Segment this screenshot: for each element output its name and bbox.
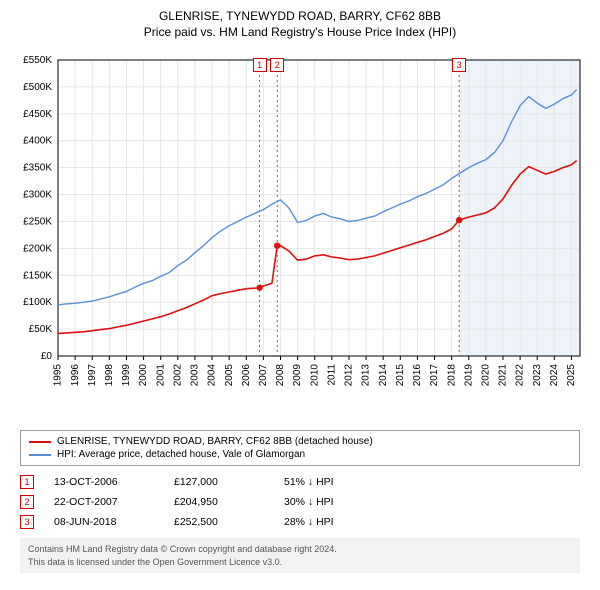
svg-text:£550K: £550K xyxy=(23,55,52,66)
svg-text:2003: 2003 xyxy=(190,364,201,387)
attribution-line1: Contains HM Land Registry data © Crown c… xyxy=(28,543,572,555)
legend-swatch-hpi xyxy=(29,454,51,456)
svg-text:2000: 2000 xyxy=(138,364,149,387)
svg-text:2011: 2011 xyxy=(326,364,337,386)
svg-text:£450K: £450K xyxy=(23,109,52,120)
svg-text:£0: £0 xyxy=(41,351,53,362)
event-marker-icon: 2 xyxy=(20,495,34,509)
event-marker-icon: 1 xyxy=(20,475,34,489)
svg-text:1996: 1996 xyxy=(70,364,81,387)
svg-text:1997: 1997 xyxy=(87,364,98,387)
svg-text:2002: 2002 xyxy=(172,364,183,387)
chart-sale-marker-label: 2 xyxy=(270,58,284,72)
svg-text:2015: 2015 xyxy=(395,364,406,387)
svg-text:2005: 2005 xyxy=(224,364,235,387)
svg-text:2024: 2024 xyxy=(549,364,560,387)
svg-text:£100K: £100K xyxy=(23,298,52,309)
legend-swatch-property xyxy=(29,441,51,443)
line-chart-svg: £0 £50K £100K £150K £200K £250K £300K £350K £400… xyxy=(10,44,590,424)
legend-item: HPI: Average price, detached house, Vale… xyxy=(29,448,571,461)
svg-text:1999: 1999 xyxy=(121,364,132,387)
chart-sale-marker-label: 1 xyxy=(253,58,267,72)
title-line1: GLENRISE, TYNEWYDD ROAD, BARRY, CF62 8BB xyxy=(10,8,590,24)
svg-text:2007: 2007 xyxy=(258,364,269,387)
event-date: 08-JUN-2018 xyxy=(54,516,154,528)
legend-label: HPI: Average price, detached house, Vale… xyxy=(57,449,305,460)
svg-text:2022: 2022 xyxy=(515,364,526,387)
svg-text:2004: 2004 xyxy=(207,364,218,387)
svg-text:2008: 2008 xyxy=(275,364,286,387)
svg-text:2001: 2001 xyxy=(155,364,166,387)
event-diff: 51% ↓ HPI xyxy=(284,476,374,488)
svg-text:2009: 2009 xyxy=(292,364,303,387)
svg-text:1998: 1998 xyxy=(104,364,115,387)
chart-title-block: GLENRISE, TYNEWYDD ROAD, BARRY, CF62 8BB… xyxy=(10,8,590,40)
svg-text:2006: 2006 xyxy=(241,364,252,387)
attribution: Contains HM Land Registry data © Crown c… xyxy=(20,538,580,572)
svg-text:2018: 2018 xyxy=(446,364,457,387)
svg-text:£150K: £150K xyxy=(23,271,52,282)
svg-text:2012: 2012 xyxy=(344,364,355,387)
event-marker-icon: 3 xyxy=(20,515,34,529)
event-row: 1 13-OCT-2006 £127,000 51% ↓ HPI xyxy=(20,472,580,492)
svg-text:2019: 2019 xyxy=(463,364,474,387)
svg-text:2021: 2021 xyxy=(498,364,509,387)
svg-text:£300K: £300K xyxy=(23,190,52,201)
svg-text:2020: 2020 xyxy=(481,364,492,387)
title-line2: Price paid vs. HM Land Registry's House … xyxy=(10,24,590,40)
svg-text:£400K: £400K xyxy=(23,136,52,147)
chart-area: £0 £50K £100K £150K £200K £250K £300K £350K £400… xyxy=(10,44,590,424)
event-date: 13-OCT-2006 xyxy=(54,476,154,488)
svg-text:£200K: £200K xyxy=(23,244,52,255)
svg-text:1995: 1995 xyxy=(53,364,64,387)
svg-text:2025: 2025 xyxy=(566,364,577,387)
event-diff: 28% ↓ HPI xyxy=(284,516,374,528)
svg-text:2016: 2016 xyxy=(412,364,423,387)
attribution-line2: This data is licensed under the Open Gov… xyxy=(28,556,572,568)
svg-text:2010: 2010 xyxy=(309,364,320,387)
svg-text:£350K: £350K xyxy=(23,163,52,174)
chart-sale-marker-label: 3 xyxy=(452,58,466,72)
event-price: £252,500 xyxy=(174,516,264,528)
event-diff: 30% ↓ HPI xyxy=(284,496,374,508)
event-date: 22-OCT-2007 xyxy=(54,496,154,508)
svg-text:£50K: £50K xyxy=(29,324,53,335)
legend-label: GLENRISE, TYNEWYDD ROAD, BARRY, CF62 8BB… xyxy=(57,436,373,447)
svg-text:£250K: £250K xyxy=(23,217,52,228)
svg-text:2014: 2014 xyxy=(378,364,389,387)
event-price: £204,950 xyxy=(174,496,264,508)
svg-text:£500K: £500K xyxy=(23,82,52,93)
event-price: £127,000 xyxy=(174,476,264,488)
svg-text:2023: 2023 xyxy=(532,364,543,387)
legend-item: GLENRISE, TYNEWYDD ROAD, BARRY, CF62 8BB… xyxy=(29,435,571,448)
event-row: 3 08-JUN-2018 £252,500 28% ↓ HPI xyxy=(20,512,580,532)
legend: GLENRISE, TYNEWYDD ROAD, BARRY, CF62 8BB… xyxy=(20,430,580,466)
svg-text:2017: 2017 xyxy=(429,364,440,387)
sale-events: 1 13-OCT-2006 £127,000 51% ↓ HPI 2 22-OC… xyxy=(20,472,580,532)
event-row: 2 22-OCT-2007 £204,950 30% ↓ HPI xyxy=(20,492,580,512)
svg-text:2013: 2013 xyxy=(361,364,372,387)
